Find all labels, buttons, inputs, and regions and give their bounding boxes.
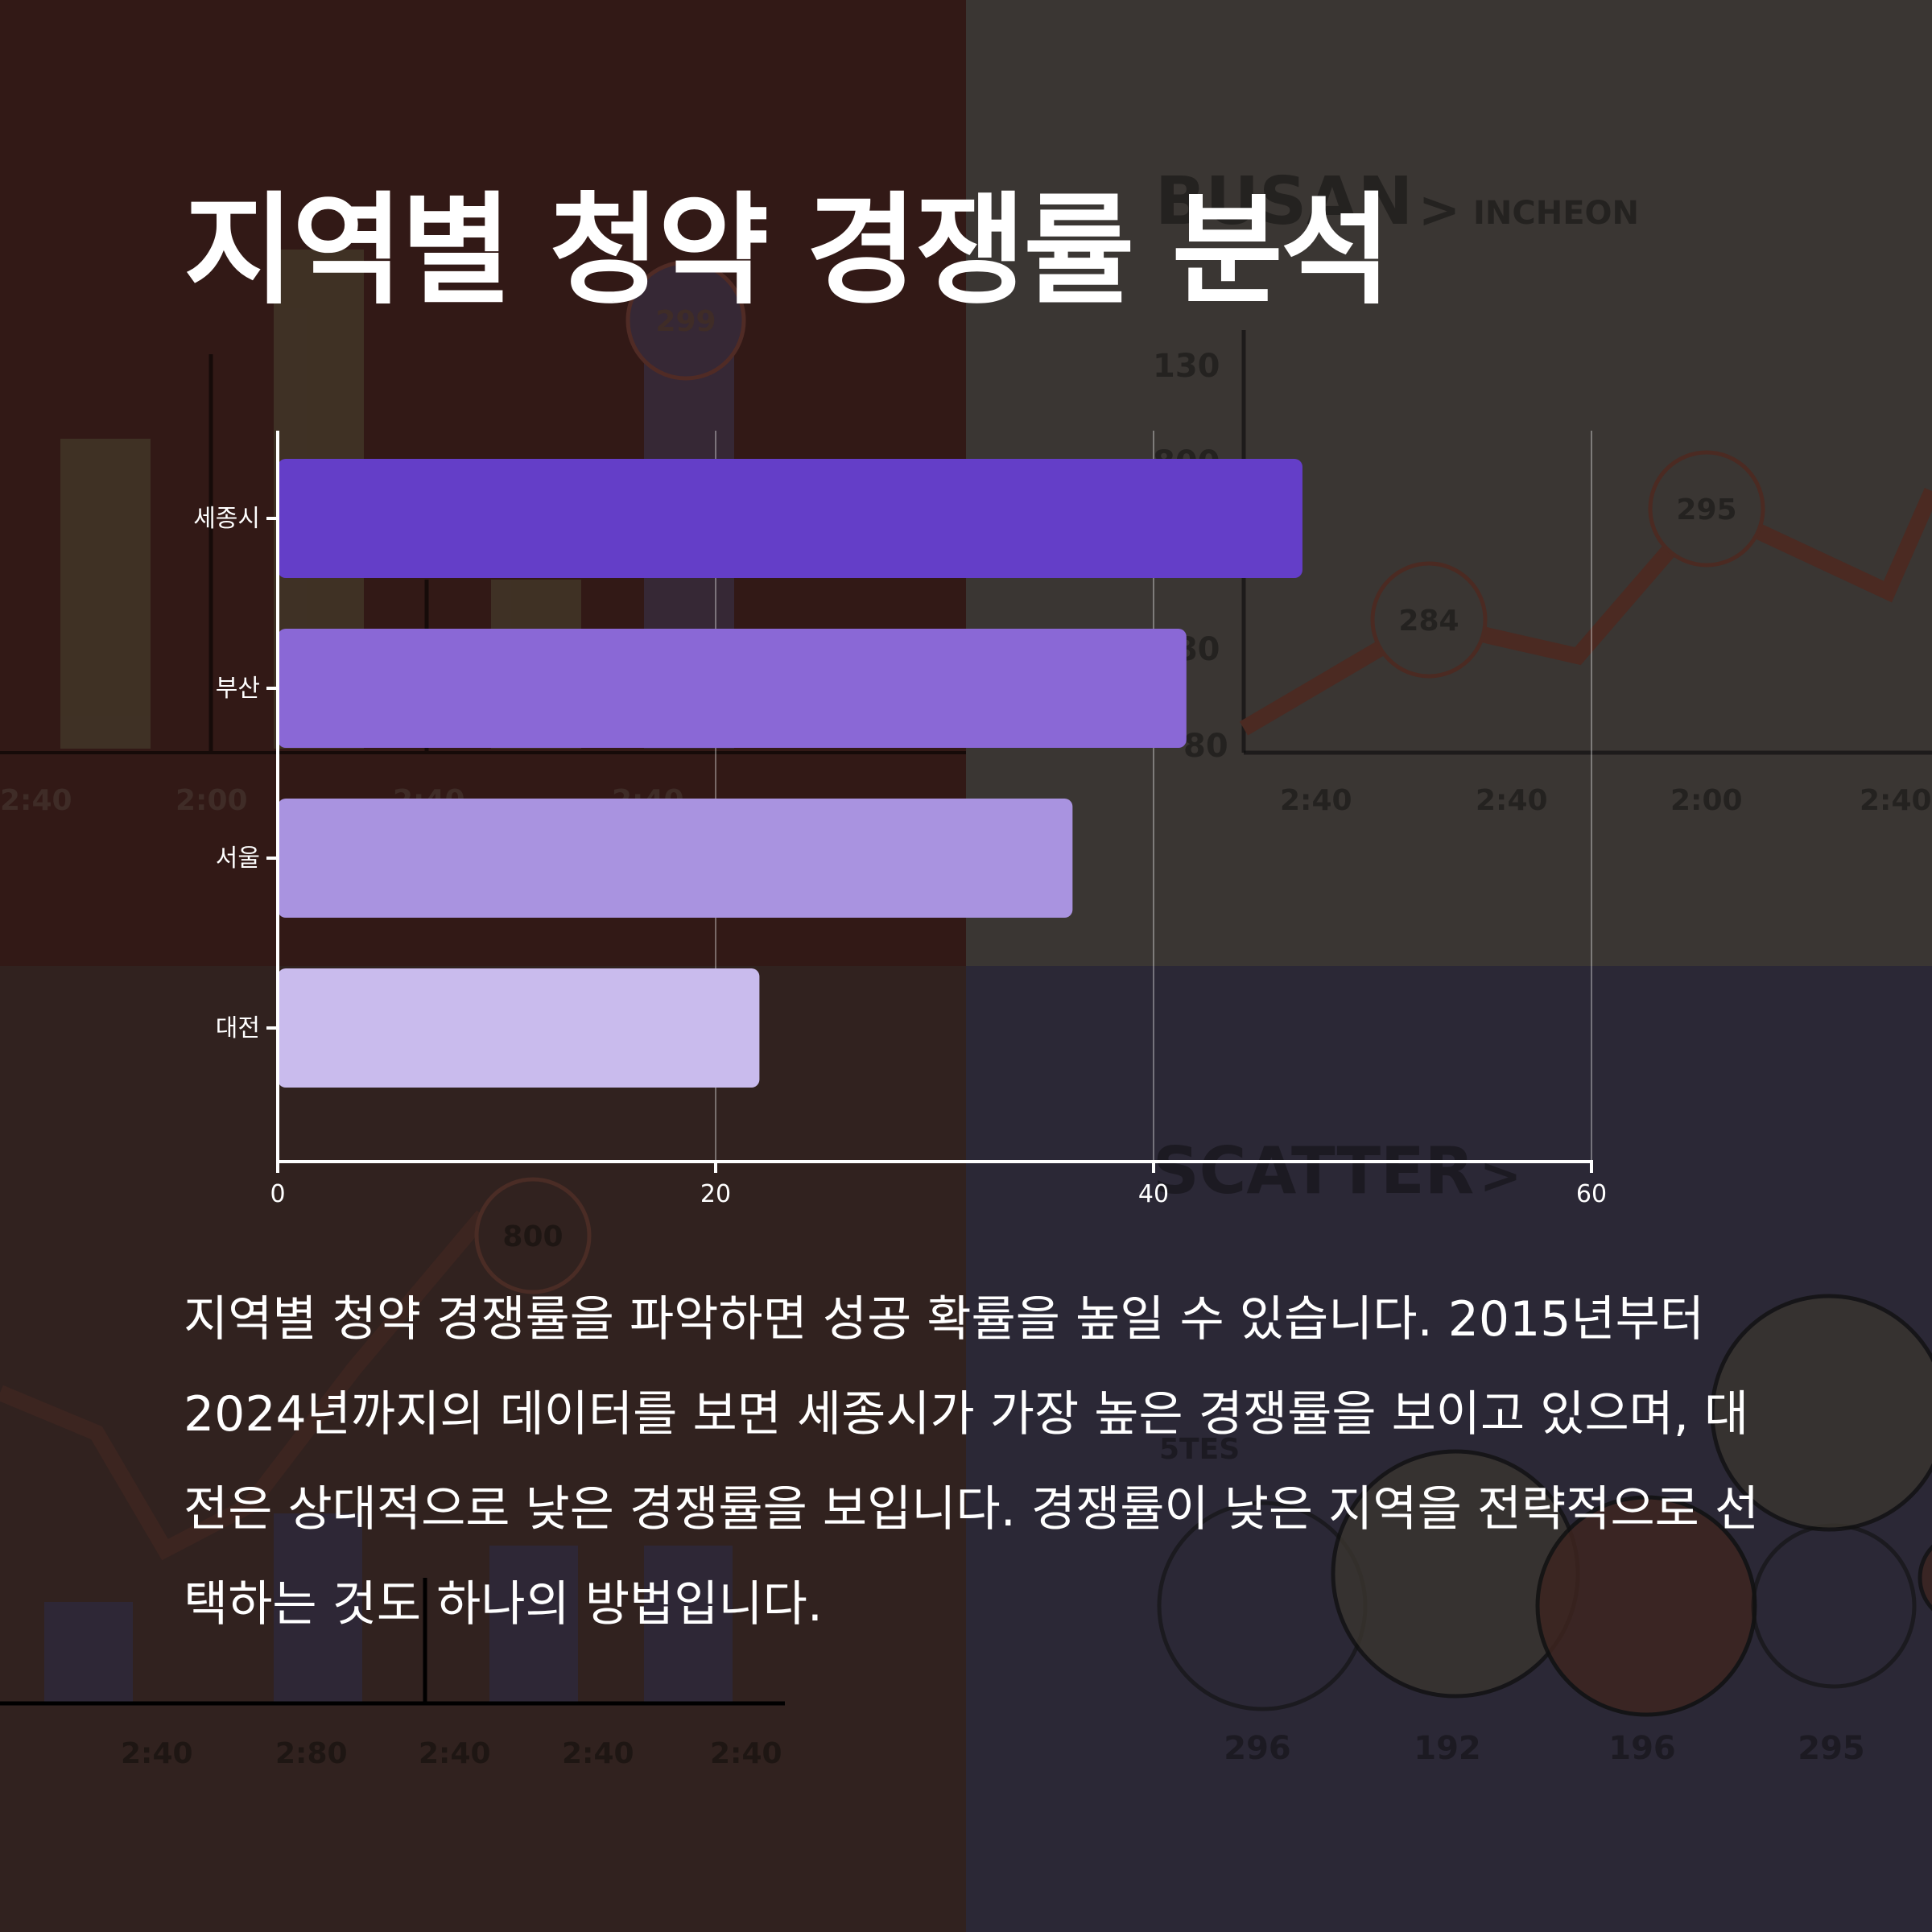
bar <box>278 799 1073 918</box>
y-tick-label: 서울 <box>216 844 260 873</box>
bg-bubble-label: 284 <box>1398 605 1459 638</box>
bg-tick-label: 192 <box>1414 1730 1481 1767</box>
x-tick-label: 40 <box>1138 1180 1169 1208</box>
bg-chevron-icon: > <box>1480 1146 1521 1205</box>
bg-incheon-label: INCHEON <box>1473 195 1639 232</box>
y-tick-label: 세종시 <box>193 505 260 533</box>
x-tick-label: 20 <box>700 1180 731 1208</box>
bg-tick-label: 2:40 <box>710 1737 782 1770</box>
bg-bubble-label: 800 <box>502 1220 563 1253</box>
bg-tick-label: 2:00 <box>175 784 248 817</box>
bg-tick-label: 2:40 <box>1280 784 1352 817</box>
bg-bubble-label: 295 <box>1676 493 1736 526</box>
bg-tick-label: 2:40 <box>562 1737 634 1770</box>
description-text: 지역별 청약 경쟁률을 파악하면 성공 확률을 높일 수 있습니다. 2015년… <box>184 1291 1760 1633</box>
bg-tick-label: 295 <box>1798 1730 1865 1767</box>
bg-tick-label: 196 <box>1608 1730 1676 1767</box>
bg-tick-label: 296 <box>1224 1730 1291 1767</box>
bg-tick-label: 2:40 <box>1476 784 1548 817</box>
y-tick-label: 부산 <box>216 675 260 703</box>
x-tick-label: 60 <box>1576 1180 1607 1208</box>
bg-busan-label: BUSAN <box>1155 163 1413 240</box>
bar <box>278 459 1302 578</box>
bar <box>278 629 1187 748</box>
bg-tick-label: 2:00 <box>1670 784 1743 817</box>
chart-bars <box>278 459 1302 1088</box>
bg-panel-bottom-left <box>0 966 966 1932</box>
bg-scatter-label: SCATTER <box>1153 1133 1474 1208</box>
bg-y-tick: 130 <box>1153 348 1220 385</box>
bg-chevron-icon: > <box>1418 180 1460 239</box>
bar <box>278 968 760 1088</box>
bg-tick-label: 2:40 <box>419 1737 491 1770</box>
bg-y-tick: 80 <box>1183 728 1228 765</box>
bg-tick-label: 2:40 <box>121 1737 193 1770</box>
y-tick-label: 대전 <box>216 1014 260 1042</box>
bg-line-chart-bottom-left <box>0 1177 785 1706</box>
bg-line-chart-top-right <box>1239 330 1932 755</box>
x-tick-label: 0 <box>270 1180 285 1208</box>
bg-bubble-label: 299 <box>655 305 716 338</box>
bg-tick-label: 2:40 <box>0 784 72 817</box>
bg-bubble-chart-bottom-right <box>1157 1294 1932 1717</box>
page-title: 지역별 청약 경쟁률 분석 <box>184 181 1392 321</box>
bg-tick-label: 2:40 <box>1860 784 1932 817</box>
bg-sublabel: 5TES <box>1159 1433 1240 1466</box>
bg-tick-label: 2:80 <box>275 1737 348 1770</box>
